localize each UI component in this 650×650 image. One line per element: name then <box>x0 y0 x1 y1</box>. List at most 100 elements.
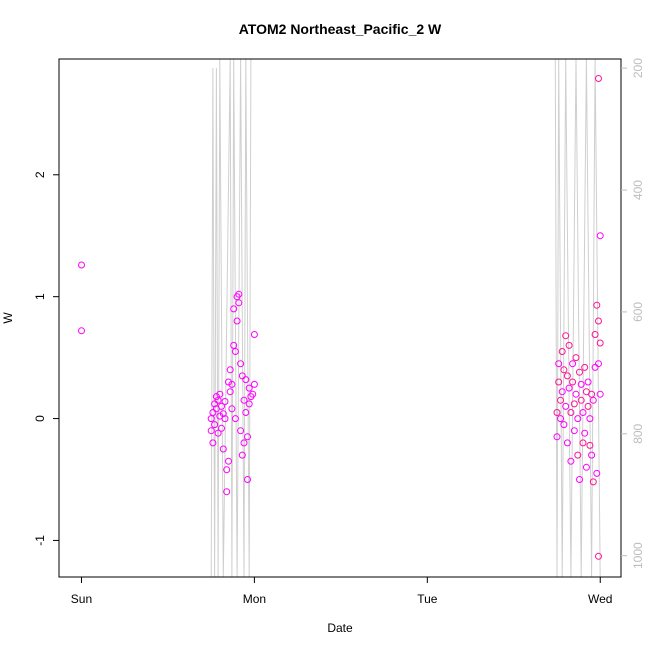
data-point <box>221 398 229 405</box>
data-point <box>589 396 597 404</box>
data-point <box>584 378 592 386</box>
data-point <box>588 390 596 398</box>
data-point <box>553 409 561 416</box>
data-point <box>223 488 231 496</box>
data-point <box>570 400 578 408</box>
data-point <box>230 305 238 313</box>
data-point <box>211 400 219 408</box>
data-point <box>218 402 225 410</box>
chart-title: ATOM2 Northeast_Pacific_2 W <box>239 21 442 37</box>
data-point <box>586 441 594 449</box>
data-point <box>579 439 587 447</box>
data-point <box>563 372 571 380</box>
data-point <box>574 451 582 459</box>
data-point <box>595 552 602 560</box>
data-point <box>225 457 232 465</box>
data-point <box>553 433 561 441</box>
data-point <box>576 368 583 376</box>
right-tick-label: 800 <box>631 423 645 443</box>
x-axis-label: Date <box>327 621 353 635</box>
data-point <box>219 410 227 418</box>
data-point <box>596 390 604 398</box>
data-point <box>577 396 585 404</box>
data-point <box>245 384 253 392</box>
data-point <box>581 429 589 437</box>
data-point <box>595 317 602 325</box>
data-point <box>569 378 577 386</box>
data-point <box>584 402 592 410</box>
data-point <box>240 439 248 447</box>
data-point <box>572 390 580 398</box>
data-point <box>582 463 590 471</box>
data-point <box>237 360 245 368</box>
data-point <box>565 341 573 349</box>
data-point <box>574 415 582 423</box>
data-point <box>567 409 575 416</box>
x-tick-label: Sun <box>71 592 92 606</box>
data-point <box>231 348 239 355</box>
data-point <box>207 427 215 435</box>
data-point <box>230 341 238 349</box>
data-point <box>579 409 587 416</box>
data-point <box>233 317 241 325</box>
data-point <box>78 261 85 269</box>
data-point <box>565 384 573 392</box>
data-point <box>581 363 589 371</box>
data-point <box>596 232 604 240</box>
right-tick-label: 400 <box>631 180 645 200</box>
data-point <box>555 378 563 386</box>
data-point <box>214 429 222 437</box>
data-point <box>588 451 596 459</box>
right-tick-label: 1000 <box>631 542 645 569</box>
data-point <box>242 376 250 384</box>
data-point <box>589 478 597 486</box>
y-tick-label: 1 <box>33 293 47 300</box>
plot-area: -1 0 1 2 200 400 600 800 1000 Sun Mon Tue Wed <box>33 58 645 606</box>
data-point <box>570 427 578 435</box>
data-point <box>586 415 594 423</box>
data-point <box>560 366 568 374</box>
data-point <box>555 360 563 368</box>
x-tick-label: Mon <box>243 592 266 606</box>
data-point <box>226 366 234 374</box>
right-tick-label: 200 <box>631 58 645 78</box>
data-point <box>567 457 575 465</box>
plot-frame <box>58 58 622 578</box>
data-point <box>562 402 570 410</box>
data-point <box>249 390 257 398</box>
data-point <box>245 400 253 408</box>
data-point <box>228 405 236 413</box>
data-point <box>595 75 602 82</box>
data-point <box>237 427 245 435</box>
data-point <box>218 424 225 432</box>
data-point <box>238 451 246 459</box>
data-point <box>244 433 251 441</box>
data-point <box>226 388 234 396</box>
data-point <box>595 360 602 368</box>
data-point <box>591 331 599 338</box>
data-point <box>569 360 577 368</box>
data-point <box>557 415 564 423</box>
y-tick-label: -1 <box>33 535 47 546</box>
data-point <box>219 445 227 453</box>
data-point <box>216 390 224 398</box>
data-point <box>593 301 601 309</box>
data-point <box>223 466 231 474</box>
data-point <box>250 331 258 338</box>
data-point <box>235 290 243 298</box>
depth-line <box>210 59 601 577</box>
data-point <box>563 439 571 447</box>
data-point <box>558 388 566 396</box>
data-point <box>214 396 222 404</box>
right-tick-label: 600 <box>631 302 645 322</box>
data-point <box>240 396 248 404</box>
data-point <box>221 415 229 423</box>
data-point <box>78 327 85 335</box>
y-axis-label: W <box>1 312 15 324</box>
data-point <box>235 299 243 307</box>
data-point <box>242 409 250 416</box>
x-tick-label: Wed <box>588 592 612 606</box>
data-point <box>209 409 217 416</box>
